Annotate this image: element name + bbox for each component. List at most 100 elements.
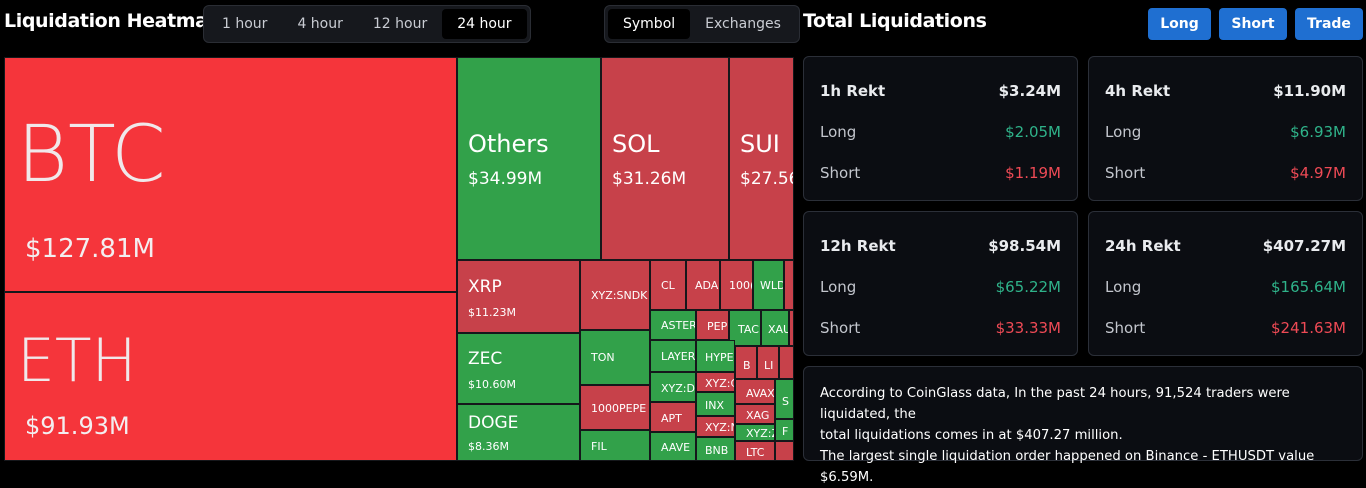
stat-total: $407.27M — [1262, 237, 1346, 255]
long-label: Long — [1105, 123, 1142, 141]
tile-xyz-c[interactable]: XYZ:C — [696, 372, 735, 392]
tile-wld[interactable]: WLD — [753, 260, 784, 310]
tile-aave[interactable]: AAVE — [650, 432, 696, 461]
summary-box: According to CoinGlass data, In the past… — [803, 366, 1363, 485]
tab-symbol[interactable]: Symbol — [608, 9, 691, 39]
liquidation-treemap: BTC $127.81M ETH $91.93M Others $34.99M … — [4, 57, 794, 461]
summary-line: According to CoinGlass data, In the past… — [820, 386, 1290, 422]
tile-xyz-sndk[interactable]: XYZ:SNDK — [580, 260, 650, 330]
tab-4-hour[interactable]: 4 hour — [297, 16, 343, 32]
tile-apt[interactable]: APT — [650, 402, 696, 432]
long-label: Long — [820, 123, 857, 141]
tile-f[interactable]: F — [775, 419, 794, 441]
tile-others[interactable]: Others $34.99M — [457, 57, 601, 260]
tile-symbol: Others — [468, 130, 549, 158]
tile-symbol: ETH — [17, 326, 137, 396]
tile-sol[interactable]: SOL $31.26M — [601, 57, 729, 260]
tile-misc[interactable] — [789, 310, 794, 346]
tile-btc[interactable]: BTC $127.81M — [4, 57, 457, 292]
long-label: Long — [820, 278, 857, 296]
tile-value: $11.23M — [468, 306, 516, 319]
long-label: Long — [1105, 278, 1142, 296]
tile-b[interactable]: B — [735, 346, 757, 379]
short-label: Short — [820, 164, 861, 182]
tile-symbol: XYZ:Z — [746, 427, 774, 440]
tile-symbol: BNB — [705, 444, 729, 457]
tile-symbol: XRP — [468, 277, 502, 297]
short-value: $241.63M — [1271, 319, 1346, 337]
tile-avax[interactable]: AVAX — [735, 379, 775, 404]
summary-line: The largest single liquidation order hap… — [820, 449, 1315, 485]
tile-hype[interactable]: HYPE — [696, 340, 735, 372]
tile-bnb[interactable]: BNB — [696, 437, 735, 461]
tile-symbol: S — [782, 395, 789, 408]
tile-misc[interactable] — [784, 260, 794, 310]
tile-symbol: ADA — [695, 279, 719, 292]
stat-total: $98.54M — [988, 237, 1061, 255]
tab-12-hour[interactable]: 12 hour — [372, 16, 428, 32]
tile-fil[interactable]: FIL — [580, 430, 650, 461]
short-value: $33.33M — [995, 319, 1061, 337]
tab-exchanges[interactable]: Exchanges — [705, 16, 781, 32]
tile-symbol: LI — [764, 359, 774, 372]
tile-xrp[interactable]: XRP $11.23M — [457, 260, 580, 333]
tile-symbol: 1000PEPE — [591, 402, 647, 415]
tile-1000pepe[interactable]: 1000PEPE — [580, 385, 650, 430]
tile-xag[interactable]: XAG — [735, 404, 775, 424]
tile-pep[interactable]: PEP — [696, 310, 729, 340]
tile-symbol: ASTER — [661, 319, 696, 332]
tile-symbol: XYZ:D — [661, 382, 695, 395]
tile-aster[interactable]: ASTER — [650, 310, 696, 340]
stat-card-4h: 4h Rekt $11.90M Long $6.93M Short $4.97M — [1088, 56, 1363, 201]
tile-symbol: XYZ:SNDK — [591, 289, 648, 302]
short-label: Short — [820, 319, 861, 337]
tile-symbol: WLD — [760, 279, 784, 292]
tile-symbol: AAVE — [661, 441, 691, 454]
tile-symbol: CL — [661, 279, 675, 292]
tile-1000[interactable]: 100( — [720, 260, 753, 310]
tile-xau[interactable]: XAU — [761, 310, 789, 346]
short-button[interactable]: Short — [1219, 8, 1287, 40]
tile-cl[interactable]: CL — [650, 260, 686, 310]
tile-xyz-z[interactable]: XYZ:Z — [735, 424, 775, 441]
stat-card-12h: 12h Rekt $98.54M Long $65.22M Short $33.33M — [803, 211, 1078, 356]
tile-misc[interactable] — [779, 346, 794, 379]
stat-total: $3.24M — [998, 82, 1061, 100]
tab-1-hour[interactable]: 1 hour — [222, 16, 268, 32]
tile-symbol: SOL — [612, 130, 660, 158]
tile-ada[interactable]: ADA — [686, 260, 720, 310]
short-value: $4.97M — [1290, 164, 1346, 182]
tab-24-hour[interactable]: 24 hour — [442, 9, 527, 39]
tile-value: $127.81M — [25, 234, 155, 264]
short-label: Short — [1105, 319, 1146, 337]
tile-symbol: AVAX — [746, 387, 775, 400]
tile-symbol: ZEC — [468, 349, 503, 369]
tile-symbol: BTC — [17, 110, 166, 200]
tile-xyz-d[interactable]: XYZ:D — [650, 372, 696, 402]
tile-value: $34.99M — [468, 169, 543, 189]
tile-eth[interactable]: ETH $91.93M — [4, 292, 457, 461]
stat-label: 12h Rekt — [820, 237, 896, 255]
trade-button[interactable]: Trade — [1295, 8, 1363, 40]
tile-ton[interactable]: TON — [580, 330, 650, 385]
tile-symbol: B — [743, 359, 751, 372]
tile-misc[interactable] — [775, 441, 794, 461]
tile-symbol: LTC — [746, 446, 765, 459]
tile-inx[interactable]: INX — [696, 392, 735, 416]
tile-ltc[interactable]: LTC — [735, 441, 775, 461]
view-selector: Symbol Exchanges — [604, 5, 800, 43]
tile-li[interactable]: LI — [757, 346, 779, 379]
short-value: $1.19M — [1005, 164, 1061, 182]
tile-sui[interactable]: SUI $27.56 — [729, 57, 794, 260]
tile-zec[interactable]: ZEC $10.60M — [457, 333, 580, 404]
tile-doge[interactable]: DOGE $8.36M — [457, 404, 580, 461]
tile-value: $27.56 — [740, 169, 794, 189]
tile-layer[interactable]: LAYER — [650, 340, 696, 372]
tile-value: $91.93M — [25, 412, 130, 440]
stat-label: 1h Rekt — [820, 82, 886, 100]
tile-s[interactable]: S — [775, 379, 794, 419]
tile-symbol: 100( — [729, 279, 753, 292]
tile-symbol: HYPE — [705, 351, 734, 364]
tile-xyz-n[interactable]: XYZ:N — [696, 416, 735, 437]
long-button[interactable]: Long — [1148, 8, 1211, 40]
